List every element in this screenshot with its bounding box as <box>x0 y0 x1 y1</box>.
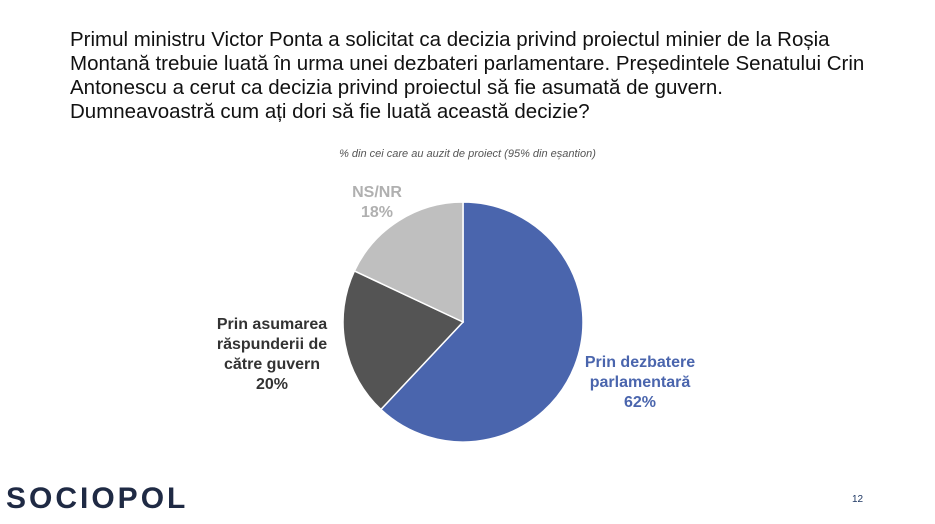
slice-label: NS/NR 18% <box>307 183 447 223</box>
pie-slice <box>342 269 465 411</box>
pie-slice <box>379 201 584 443</box>
chart-subtitle: % din cei care au auzit de proiect (95% … <box>339 148 596 160</box>
slice-label: Prin asumarea răspunderii de către guver… <box>202 315 342 395</box>
value-label: 18% <box>360 204 394 221</box>
category-label: Prin asumarea răspunderii de către guver… <box>216 316 328 373</box>
chart-title: Primul ministru Victor Ponta a solicitat… <box>70 28 865 123</box>
value-label: 62% <box>623 394 657 411</box>
logo: SOCIOPOL <box>6 482 189 515</box>
slice-label: Prin dezbatere parlamentară 62% <box>570 353 710 413</box>
category-label: NS/NR <box>352 184 402 201</box>
pie-slice <box>353 201 464 324</box>
category-label: Prin dezbatere parlamentară <box>584 354 696 391</box>
value-label: 20% <box>255 376 289 393</box>
page-number: 12 <box>852 494 864 505</box>
